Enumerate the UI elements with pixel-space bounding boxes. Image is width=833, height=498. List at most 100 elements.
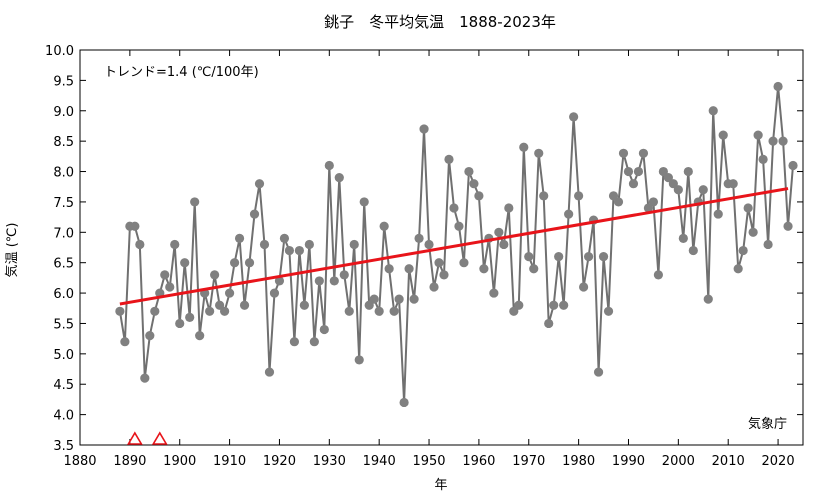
data-point bbox=[264, 367, 275, 377]
data-point bbox=[579, 282, 589, 292]
data-point bbox=[623, 166, 634, 177]
data-point bbox=[299, 300, 309, 310]
y-tick-label: 10.0 bbox=[45, 44, 74, 59]
data-point bbox=[444, 154, 454, 164]
data-point bbox=[603, 306, 614, 316]
data-point bbox=[768, 136, 778, 146]
chart-title: 銚子 冬平均気温 1888-2023年 bbox=[324, 13, 556, 31]
x-tick-label: 1920 bbox=[263, 454, 296, 469]
data-point bbox=[414, 233, 424, 243]
data-point bbox=[180, 258, 190, 268]
trend-line bbox=[119, 187, 789, 306]
data-point bbox=[494, 227, 504, 237]
data-point bbox=[304, 239, 314, 250]
data-point bbox=[284, 245, 295, 256]
data-point bbox=[344, 306, 354, 316]
data-point bbox=[364, 300, 374, 310]
y-tick-label: 4.0 bbox=[53, 409, 74, 424]
data-point bbox=[324, 160, 334, 171]
data-point bbox=[633, 166, 644, 177]
x-tick-label: 1960 bbox=[462, 454, 495, 469]
data-point bbox=[369, 294, 379, 304]
data-point bbox=[239, 300, 250, 310]
data-point bbox=[130, 221, 140, 231]
source-annotation: 気象庁 bbox=[748, 416, 787, 432]
data-point bbox=[544, 318, 554, 329]
data-point bbox=[728, 179, 738, 189]
x-tick-label: 1940 bbox=[363, 454, 396, 469]
y-tick-label: 3.5 bbox=[53, 439, 74, 454]
data-point bbox=[424, 239, 434, 250]
data-point bbox=[160, 270, 170, 280]
data-point bbox=[673, 185, 683, 195]
trend-annotation: トレンド=1.4 (℃/100年) bbox=[104, 65, 259, 80]
x-axis: 1880 1890 1900 1910 1920 1930 1940 1950 1960 1970… bbox=[63, 50, 795, 469]
data-point bbox=[524, 252, 534, 262]
data-point bbox=[404, 264, 414, 274]
data-point bbox=[334, 173, 344, 183]
data-point bbox=[145, 331, 155, 341]
x-tick-label: 1890 bbox=[113, 454, 146, 469]
data-point bbox=[628, 179, 639, 189]
data-point bbox=[718, 130, 728, 140]
data-point bbox=[539, 191, 549, 201]
data-point bbox=[309, 337, 319, 347]
data-point bbox=[354, 355, 364, 365]
data-point bbox=[434, 258, 444, 268]
data-point bbox=[175, 318, 185, 329]
y-axis-label: 気温 (℃) bbox=[4, 223, 20, 278]
data-point bbox=[713, 209, 723, 219]
data-point bbox=[289, 337, 300, 347]
data-point bbox=[598, 252, 609, 262]
data-point bbox=[224, 288, 235, 298]
data-point bbox=[339, 270, 349, 280]
data-point bbox=[534, 148, 544, 158]
y-tick-label: 9.5 bbox=[53, 74, 74, 89]
data-point bbox=[653, 270, 664, 280]
y-tick-label: 5.5 bbox=[53, 317, 74, 332]
data-point bbox=[374, 306, 384, 316]
data-point bbox=[608, 191, 619, 201]
x-axis-label: 年 bbox=[434, 478, 447, 493]
data-point bbox=[359, 197, 369, 207]
data-point bbox=[778, 136, 788, 146]
y-tick-label: 9.0 bbox=[53, 105, 74, 120]
data-point bbox=[688, 245, 698, 256]
data-point bbox=[583, 252, 594, 262]
data-point bbox=[215, 300, 225, 310]
data-point bbox=[613, 197, 624, 207]
data-point bbox=[658, 166, 668, 177]
data-point bbox=[394, 294, 404, 304]
x-tick-label: 1970 bbox=[512, 454, 545, 469]
data-point bbox=[753, 130, 763, 140]
data-point bbox=[274, 276, 285, 286]
data-point bbox=[763, 239, 773, 250]
data-point bbox=[135, 239, 145, 250]
data-point bbox=[249, 209, 260, 219]
x-tick-label: 1950 bbox=[412, 454, 445, 469]
data-point bbox=[419, 124, 429, 134]
data-point bbox=[220, 306, 230, 316]
data-point bbox=[459, 258, 469, 268]
x-tick-label: 2020 bbox=[762, 454, 795, 469]
plot-area bbox=[79, 49, 804, 446]
x-tick-label: 2010 bbox=[712, 454, 745, 469]
data-point bbox=[738, 245, 748, 256]
data-point bbox=[668, 179, 678, 189]
data-point bbox=[698, 185, 708, 195]
marker-layer bbox=[126, 431, 168, 445]
data-point bbox=[703, 294, 713, 304]
y-tick-label: 7.5 bbox=[53, 196, 74, 211]
data-point bbox=[195, 331, 205, 341]
data-point bbox=[469, 179, 479, 189]
data-point bbox=[529, 264, 539, 274]
data-point bbox=[349, 239, 359, 250]
data-point bbox=[319, 324, 329, 335]
station-relocation-marker bbox=[151, 431, 168, 445]
y-axis: 3.5 4.0 4.5 5.0 5.5 6.0 6.5 7.0 7.5 8.0 8.5 9.0 9.5 1… bbox=[45, 44, 803, 454]
x-tick-label: 1990 bbox=[612, 454, 645, 469]
data-point bbox=[185, 312, 195, 322]
data-point bbox=[190, 197, 200, 207]
x-tick-label: 1900 bbox=[163, 454, 196, 469]
